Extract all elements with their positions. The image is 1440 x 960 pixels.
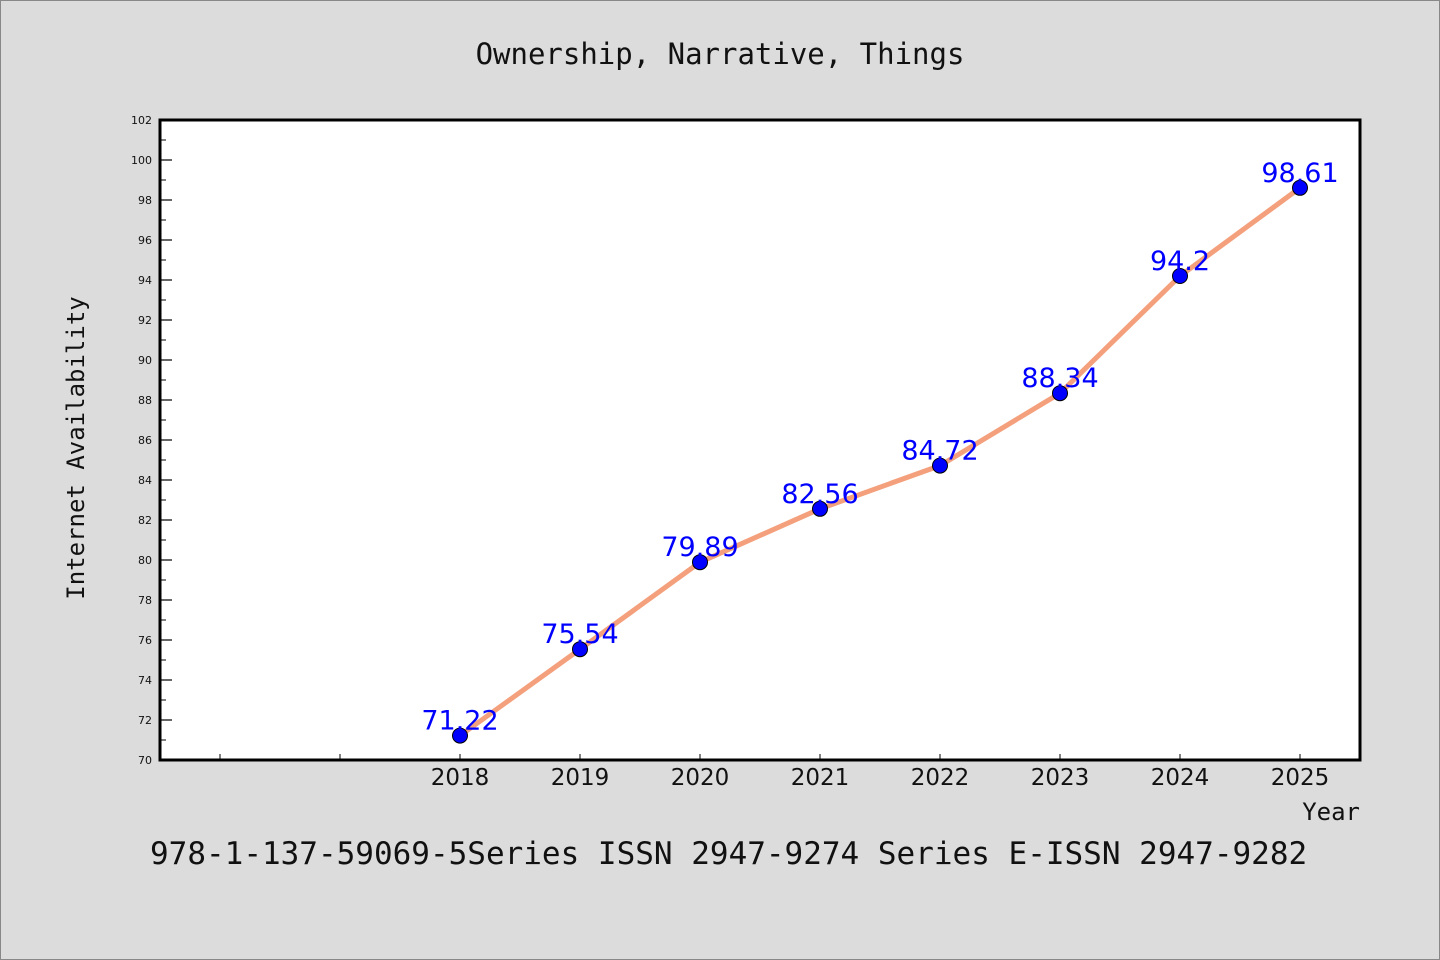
y-tick-label: 76 xyxy=(138,634,152,647)
y-tick-label: 96 xyxy=(138,234,152,247)
y-tick-label: 86 xyxy=(138,434,152,447)
series-layer: 71.22 75.54 79.89 82.56 84.72 88.34 94.2 98.61 xyxy=(421,158,1339,744)
data-label: 98.61 xyxy=(1261,158,1338,189)
data-label: 75.54 xyxy=(541,619,618,650)
y-tick-label: 82 xyxy=(138,514,152,527)
data-point xyxy=(812,500,828,517)
y-tick-label: 72 xyxy=(138,714,152,727)
x-tick-label: 2019 xyxy=(551,765,610,791)
y-tick-label: 80 xyxy=(138,554,152,567)
y-tick-label: 78 xyxy=(138,594,152,607)
data-point xyxy=(1292,179,1308,196)
plot-area xyxy=(158,118,1362,762)
x-tick-label: 2025 xyxy=(1271,765,1330,791)
y-axis-label: Internet Availability xyxy=(62,296,90,599)
y-tick-label: 100 xyxy=(131,154,152,167)
data-point xyxy=(932,457,948,474)
data-point xyxy=(692,554,708,571)
data-point xyxy=(1172,268,1188,284)
x-axis-label: Year xyxy=(1302,798,1360,826)
x-tick-label: 2021 xyxy=(791,765,850,791)
data-point xyxy=(1052,385,1068,402)
x-tick-label: 2020 xyxy=(671,765,730,791)
x-tick-label: 2022 xyxy=(911,765,970,791)
data-label: 94.2 xyxy=(1150,246,1210,277)
data-label: 79.89 xyxy=(661,532,738,563)
y-tick-label: 92 xyxy=(138,314,152,327)
data-label: 71.22 xyxy=(421,706,498,737)
series-line xyxy=(458,185,1302,738)
x-tick-label: 2018 xyxy=(431,765,490,791)
chart-title: Ownership, Narrative, Things xyxy=(476,37,965,71)
y-tick-label: 70 xyxy=(138,754,152,767)
y-axis: 70 72 74 76 78 80 82 84 86 88 90 92 94 96 98 100 102 xyxy=(131,114,172,767)
data-label: 84.72 xyxy=(901,436,978,467)
y-tick-label: 90 xyxy=(138,354,152,367)
x-tick-label: 2023 xyxy=(1031,765,1090,791)
y-tick-label: 88 xyxy=(138,394,152,407)
footer-isbn-issn: 978-1-137-59069-5Series ISSN 2947-9274 S… xyxy=(150,836,1307,872)
y-tick-label: 74 xyxy=(138,674,152,687)
y-tick-label: 84 xyxy=(138,474,152,487)
data-label: 88.34 xyxy=(1021,363,1098,394)
y-tick-label: 102 xyxy=(131,114,152,127)
data-point xyxy=(452,727,468,744)
data-point xyxy=(572,641,588,658)
data-label: 82.56 xyxy=(781,479,858,510)
y-tick-label: 94 xyxy=(138,274,152,287)
x-axis: 2018 2019 2020 2021 2022 2023 2024 2025 xyxy=(219,754,1330,791)
x-tick-label: 2024 xyxy=(1151,765,1210,791)
y-tick-label: 98 xyxy=(138,194,152,207)
